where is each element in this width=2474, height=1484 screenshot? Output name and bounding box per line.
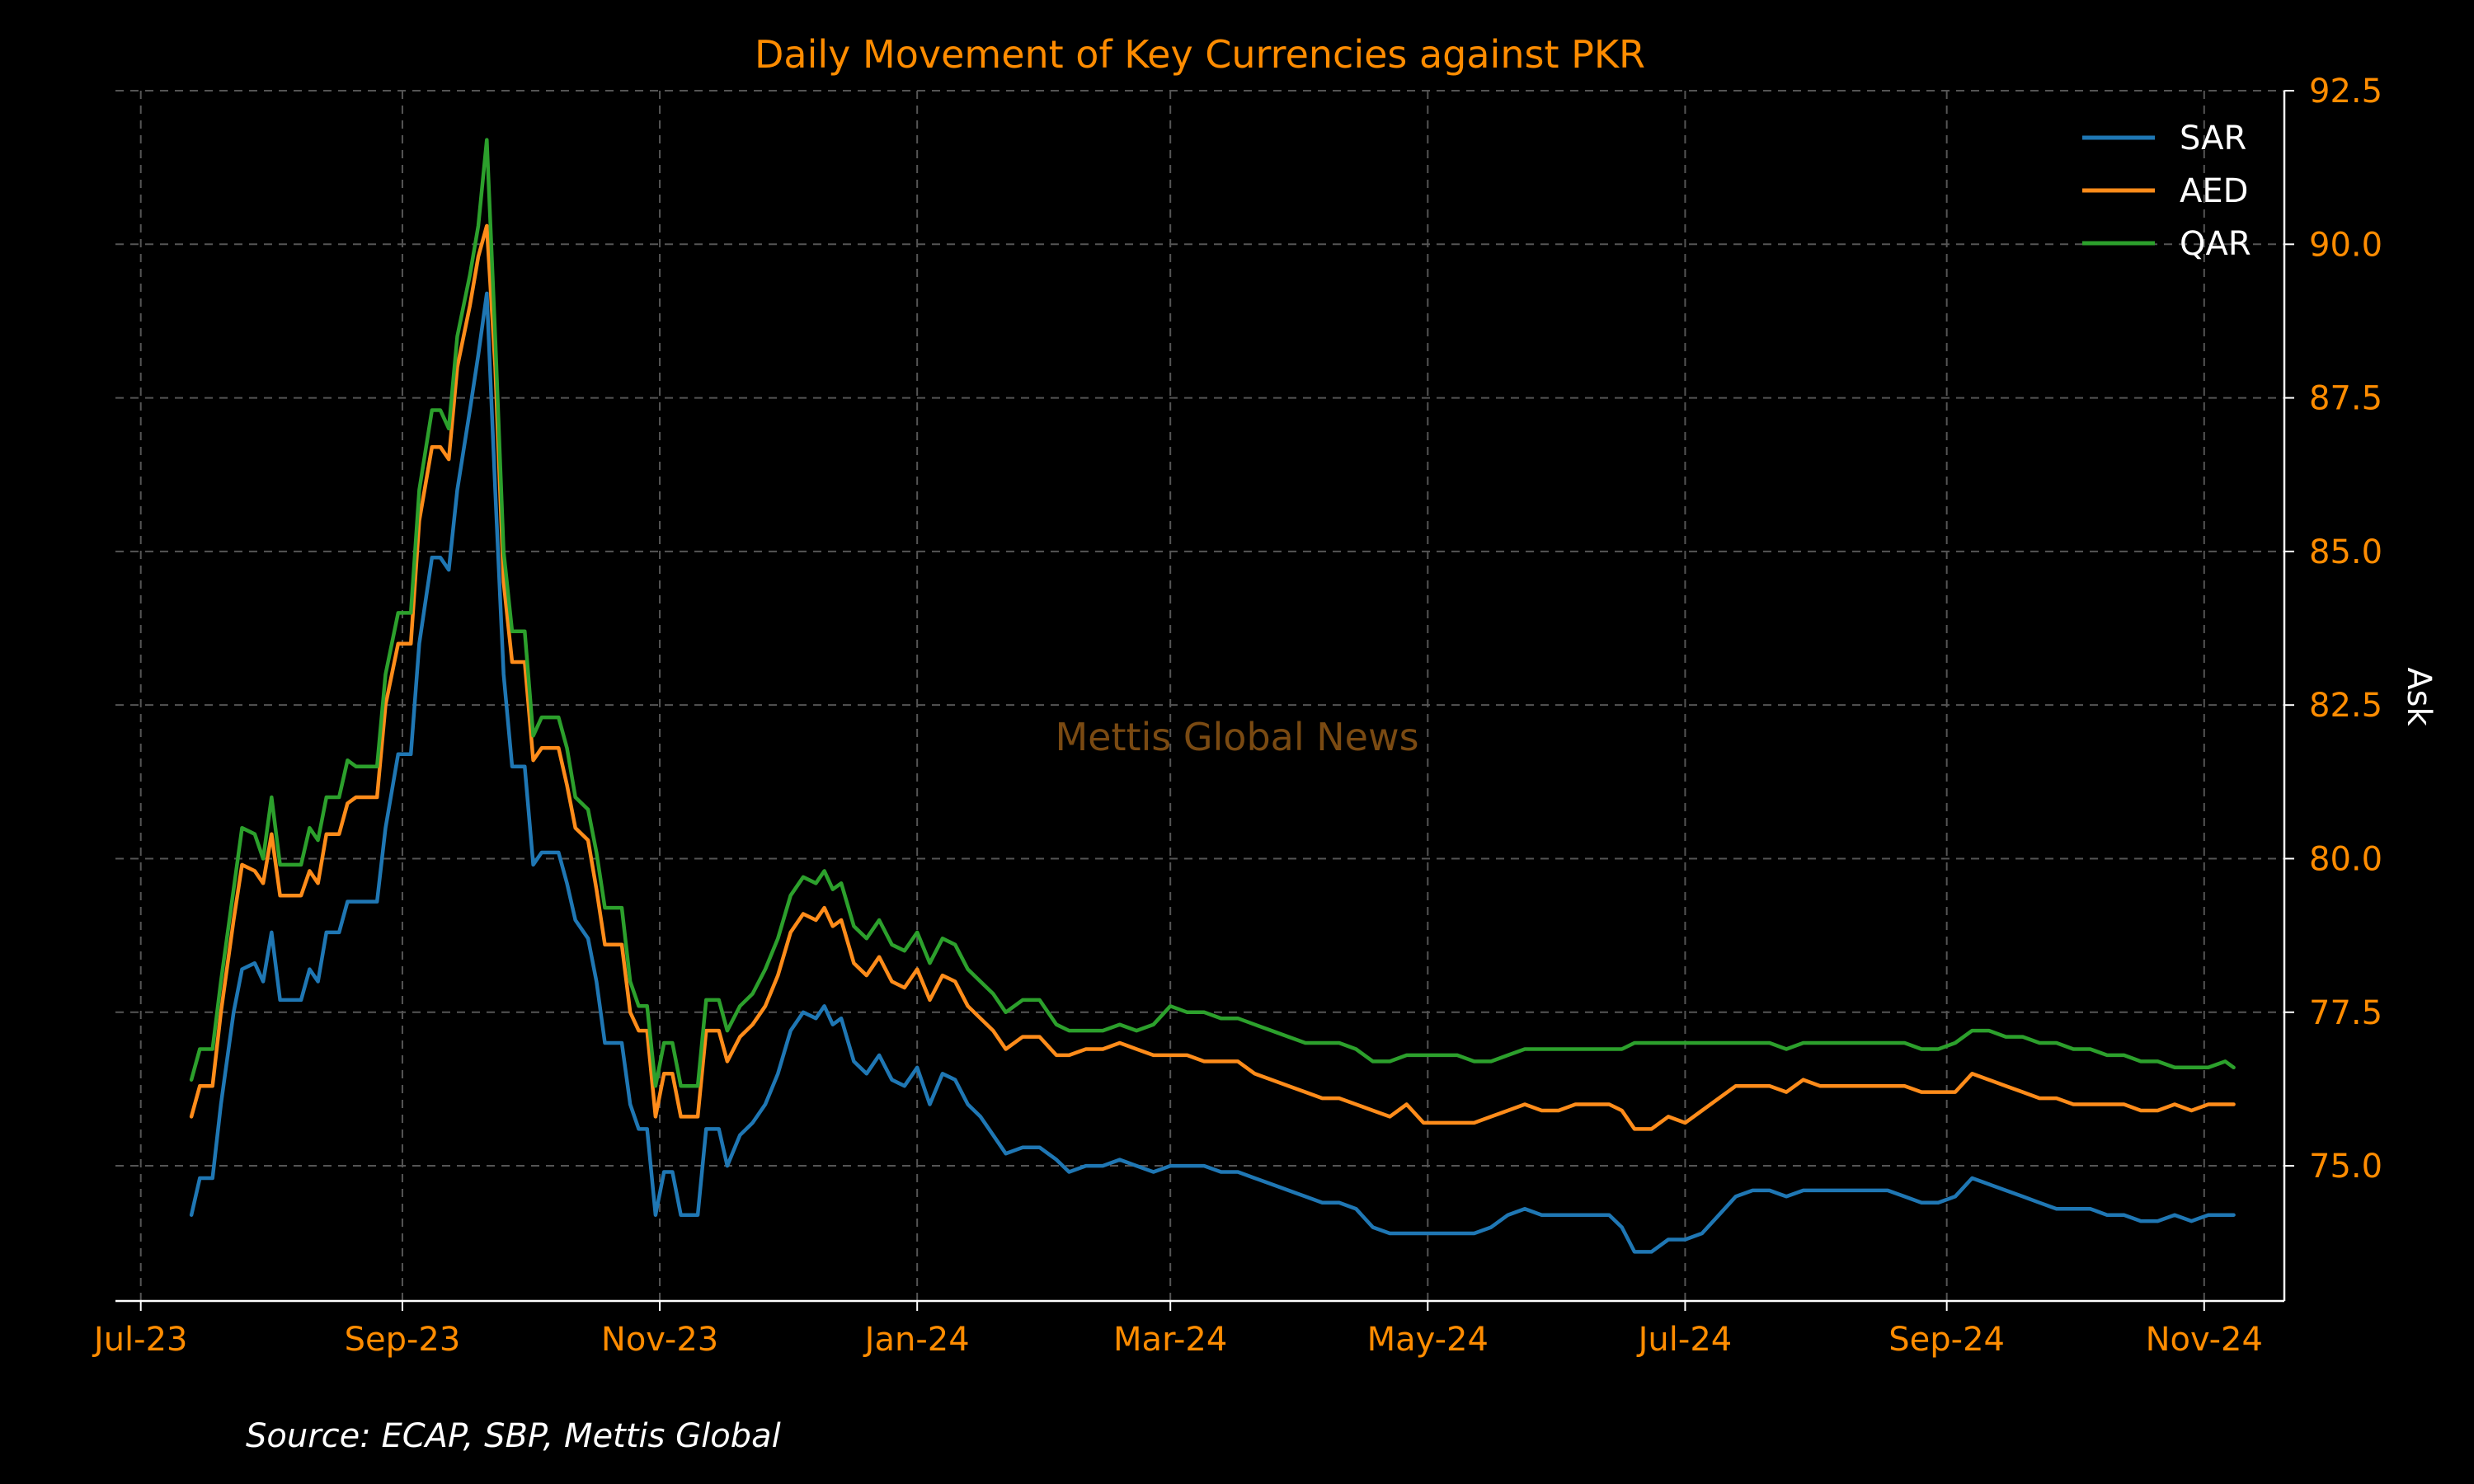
y-tick-label: 77.5 bbox=[2309, 994, 2382, 1032]
source-note: Source: ECAP, SBP, Mettis Global bbox=[246, 1417, 781, 1455]
x-tick-label: Jan-24 bbox=[863, 1321, 970, 1359]
series-lines bbox=[189, 138, 2236, 1254]
x-tick-label: Jul-23 bbox=[92, 1321, 188, 1359]
x-tick-label: Nov-23 bbox=[601, 1321, 718, 1359]
x-tick-label: Mar-24 bbox=[1113, 1321, 1227, 1359]
y-tick-label: 90.0 bbox=[2309, 226, 2382, 264]
series-line-aed bbox=[189, 223, 2236, 1131]
series-line-qar bbox=[189, 138, 2236, 1088]
y-tick-label: 80.0 bbox=[2309, 840, 2382, 878]
x-tick-label: Nov-24 bbox=[2146, 1321, 2263, 1359]
axes bbox=[115, 90, 2294, 1311]
y-tick-label: 85.0 bbox=[2309, 533, 2382, 571]
legend-label-sar: SAR bbox=[2180, 120, 2246, 157]
legend[interactable]: SAR AED QAR bbox=[2082, 120, 2251, 263]
x-tick-label: Sep-23 bbox=[345, 1321, 461, 1359]
y-tick-label: 92.5 bbox=[2309, 73, 2382, 110]
chart-title: Daily Movement of Key Currencies against… bbox=[755, 32, 1645, 77]
legend-label-qar: QAR bbox=[2180, 225, 2251, 263]
x-tick-label: Sep-24 bbox=[1888, 1321, 2005, 1359]
watermark: Mettis Global News bbox=[1055, 715, 1418, 759]
series-line-sar bbox=[189, 291, 2236, 1254]
y-tick-label: 75.0 bbox=[2309, 1148, 2382, 1186]
y-tick-label: 87.5 bbox=[2309, 380, 2382, 418]
legend-label-aed: AED bbox=[2180, 172, 2248, 210]
y-axis-label: Ask bbox=[2400, 667, 2438, 726]
tick-labels: Jul-23 Sep-23 Nov-23 Jan-24 Mar-24 May-24 Jul-… bbox=[92, 73, 2382, 1359]
x-tick-label: May-24 bbox=[1367, 1321, 1489, 1359]
x-tick-label: Jul-24 bbox=[1636, 1321, 1733, 1359]
y-tick-label: 82.5 bbox=[2309, 687, 2382, 725]
